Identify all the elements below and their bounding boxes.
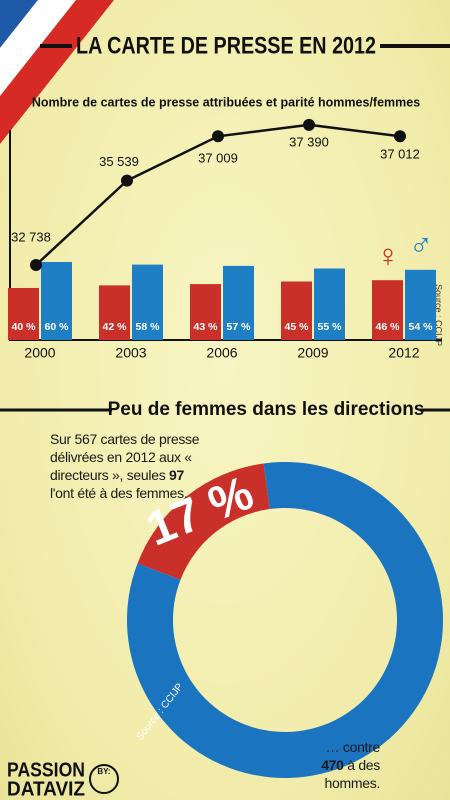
bar-label: 60 %	[45, 321, 70, 333]
x-tick-label: 2000	[24, 345, 55, 361]
note-count: 470	[321, 757, 344, 773]
section-title: Peu de femmes dans les directions	[108, 399, 425, 420]
line-label: 32 738	[11, 229, 51, 244]
bar	[99, 285, 130, 340]
note-text: à des hommes.	[324, 757, 381, 791]
line	[35, 123, 401, 266]
line-point	[30, 259, 42, 272]
line-point	[394, 130, 406, 143]
x-tick-label: 2003	[115, 345, 146, 361]
bar-label: 55 %	[318, 321, 343, 333]
note-bottom: … contre 470 à des hommes.	[300, 738, 380, 792]
logo-text: PASSION	[7, 759, 85, 781]
bar-label: 57 %	[227, 321, 252, 333]
bar-label: 42 %	[103, 321, 128, 333]
source: Source : CCIJP	[434, 284, 444, 346]
bar	[372, 280, 403, 340]
logo-text: DATAVIZ	[7, 778, 85, 800]
logo-badge	[89, 764, 119, 794]
line-label: 37 009	[198, 151, 238, 166]
logo-by: BY:	[97, 767, 110, 776]
bar-label: 43 %	[194, 321, 219, 333]
bar-label: 46 %	[376, 321, 401, 333]
x-tick-label: 2009	[297, 345, 328, 361]
note-text: l'ont été à des femmes.	[50, 485, 188, 501]
bar	[405, 269, 436, 340]
bar-label: 54 %	[409, 321, 434, 333]
bar-label: 58 %	[136, 321, 161, 333]
bar	[190, 284, 221, 340]
legend-symbol: ♂	[409, 225, 433, 261]
flag-red	[0, 0, 114, 144]
bar	[8, 288, 39, 340]
bar-label: 40 %	[12, 321, 37, 333]
bar-label: 45 %	[285, 321, 310, 333]
bar	[132, 264, 163, 340]
line-label: 35 539	[99, 154, 139, 169]
line-point	[121, 174, 133, 187]
line-label: 37 390	[289, 134, 329, 149]
note-top: Sur 567 cartes de presse délivrées en 20…	[50, 430, 210, 502]
line-point	[212, 130, 224, 143]
bar	[314, 268, 345, 340]
bar	[223, 265, 254, 340]
donut-slice	[137, 463, 270, 580]
note-count: 97	[168, 467, 184, 483]
chart-title: Nombre de cartes de presse attribuées et…	[32, 95, 420, 109]
x-tick-label: 2006	[206, 345, 237, 361]
line-label: 37 012	[380, 147, 420, 162]
note-text: … contre	[325, 739, 381, 755]
x-tick-label: 2012	[388, 345, 419, 361]
bar	[41, 262, 72, 340]
legend-symbol: ♀	[376, 237, 400, 273]
bar	[281, 281, 312, 340]
line-point	[303, 118, 315, 131]
page-title: LA CARTE DE PRESSE EN 2012	[76, 32, 376, 59]
note-text: Sur 567 cartes de presse délivrées en 20…	[50, 431, 200, 483]
